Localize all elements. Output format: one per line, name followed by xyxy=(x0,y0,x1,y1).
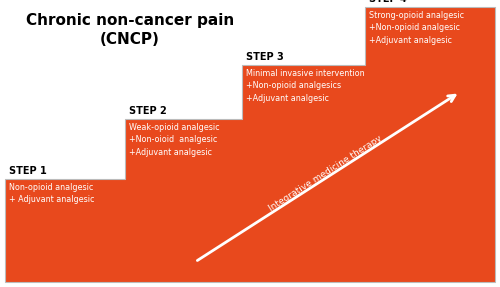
Text: STEP 1: STEP 1 xyxy=(9,166,47,176)
Text: STEP 3: STEP 3 xyxy=(246,52,284,62)
Text: Integrative medicine therapy: Integrative medicine therapy xyxy=(267,133,384,213)
Text: (CNCP): (CNCP) xyxy=(100,32,160,47)
Text: Non-opioid analgesic
+ Adjuvant analgesic: Non-opioid analgesic + Adjuvant analgesi… xyxy=(9,183,94,205)
Polygon shape xyxy=(5,7,495,282)
Text: Chronic non-cancer pain: Chronic non-cancer pain xyxy=(26,13,234,28)
Text: STEP 4: STEP 4 xyxy=(369,0,407,4)
Text: Minimal invasive intervention
+Non-opioid analgesics
+Adjuvant analgesic: Minimal invasive intervention +Non-opioi… xyxy=(246,69,364,103)
Text: Weak-opioid analgesic
+Non-oioid  analgesic
+Adjuvant analgesic: Weak-opioid analgesic +Non-oioid analges… xyxy=(129,123,220,157)
Text: STEP 2: STEP 2 xyxy=(129,106,167,116)
Text: Strong-opioid analgesic
+Non-opioid analgesic
+Adjuvant analgesic: Strong-opioid analgesic +Non-opioid anal… xyxy=(369,11,464,45)
